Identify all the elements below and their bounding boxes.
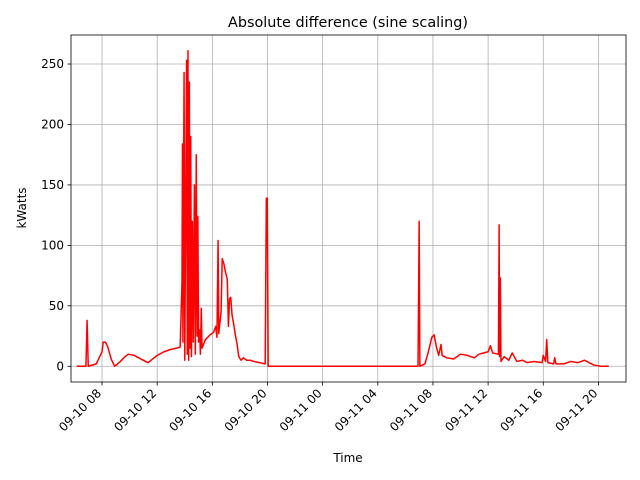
x-axis-title: Time xyxy=(332,451,362,465)
chart-title: Absolute difference (sine scaling) xyxy=(228,15,468,31)
y-tick-label: 200 xyxy=(41,117,64,131)
x-tick-label: 09-11 16 xyxy=(497,386,545,434)
x-tick-label: 09-11 12 xyxy=(442,386,490,434)
y-tick-label: 150 xyxy=(41,178,64,192)
x-tick-label: 09-11 00 xyxy=(277,386,325,434)
x-tick-label: 09-10 08 xyxy=(56,386,104,434)
y-axis-title: kWatts xyxy=(15,187,29,228)
y-tick-label: 0 xyxy=(56,359,64,373)
y-tick-label: 100 xyxy=(41,238,64,252)
series-line xyxy=(76,49,609,368)
x-tick-label: 09-11 04 xyxy=(332,386,380,434)
grid xyxy=(71,35,626,382)
series-layer xyxy=(76,49,609,368)
x-axis-ticks: 09-10 08 09-10 12 09-10 16 09-10 20 09-11 00… xyxy=(56,382,601,434)
x-tick-label: 09-10 20 xyxy=(222,386,270,434)
x-tick-label: 09-11 20 xyxy=(552,386,600,434)
x-tick-label: 09-10 12 xyxy=(111,386,159,434)
y-tick-label: 250 xyxy=(41,57,64,71)
y-axis-ticks: 0 50 100 150 200 250 xyxy=(41,57,71,373)
x-tick-label: 09-10 16 xyxy=(166,386,214,434)
plot-frame xyxy=(70,34,627,383)
y-tick-label: 50 xyxy=(49,299,64,313)
x-tick-label: 09-11 08 xyxy=(387,386,435,434)
